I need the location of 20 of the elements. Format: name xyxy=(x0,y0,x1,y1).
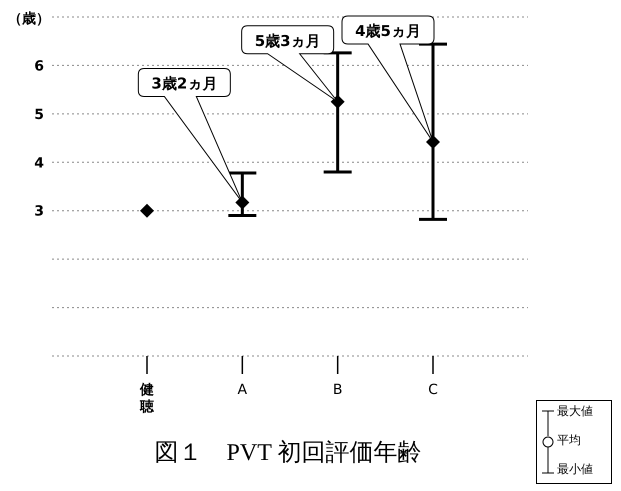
point xyxy=(140,204,154,218)
text: 最小値 xyxy=(557,461,593,478)
y-tick-label: 6 xyxy=(34,58,44,74)
point xyxy=(330,94,345,109)
x-tick-label: B xyxy=(332,382,342,398)
x-tick-label: 健聴 xyxy=(139,382,155,415)
y-tick-label: 4 xyxy=(34,155,44,172)
text: 最大値 xyxy=(557,403,593,420)
y-tick-label: 3 xyxy=(34,204,44,220)
annotation: 3歳2ヵ月 xyxy=(151,74,218,92)
y-tick-label: 5 xyxy=(34,106,44,123)
text: 平均 xyxy=(557,432,581,449)
text: 図１ PVT 初回評価年齢 xyxy=(154,440,422,466)
point xyxy=(235,195,250,210)
x-tick-label: C xyxy=(428,382,438,398)
x-tick-label: A xyxy=(238,382,248,398)
y-axis-title: （歳） xyxy=(8,10,50,28)
point xyxy=(426,134,440,149)
annotation: 4歳5ヵ月 xyxy=(355,22,421,40)
annotation: 5歳3ヵ月 xyxy=(254,32,321,50)
